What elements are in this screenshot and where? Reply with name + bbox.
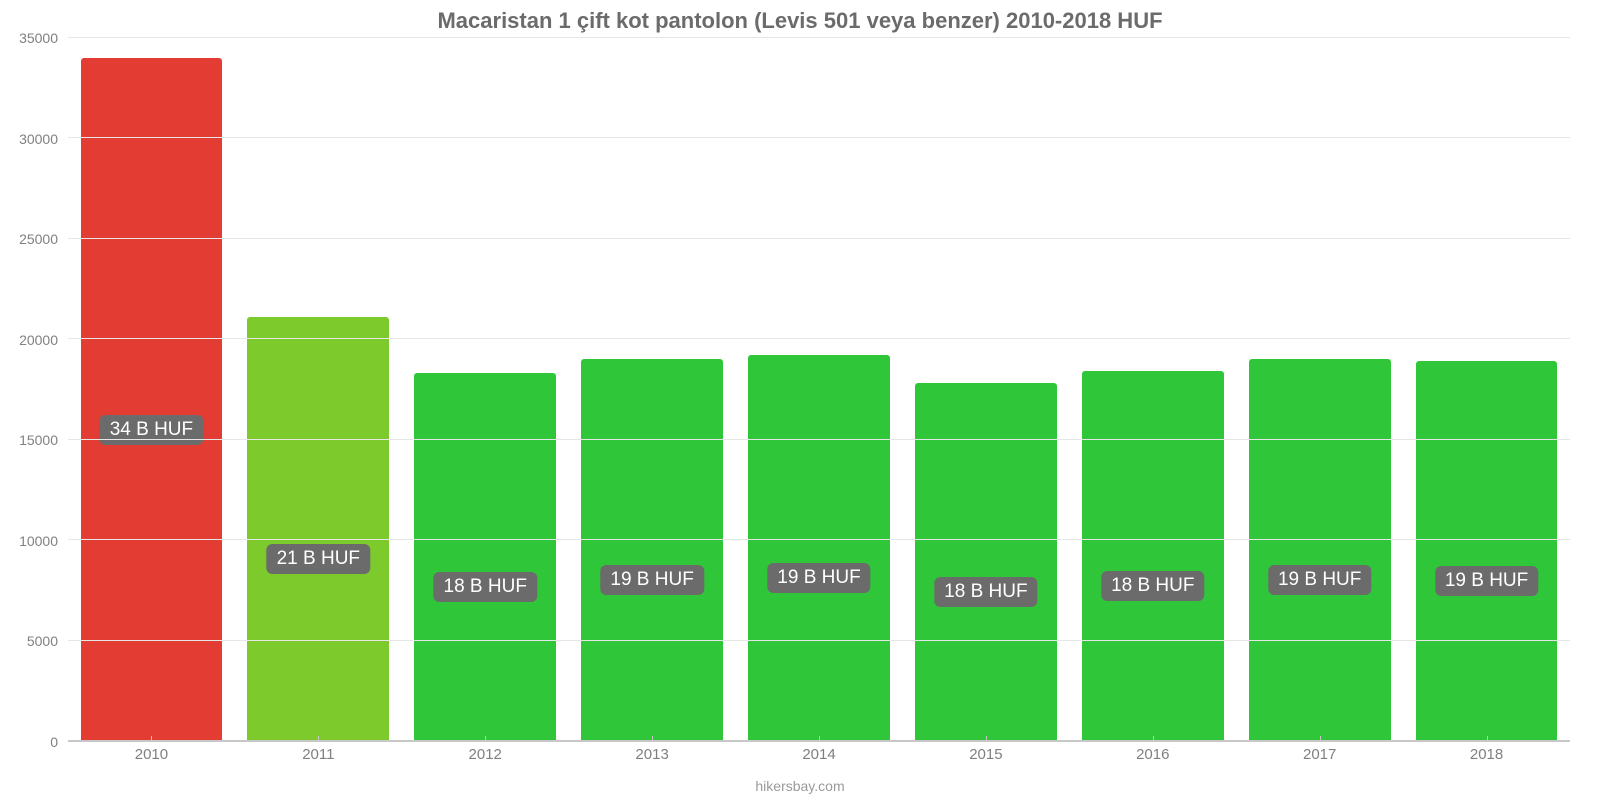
bar: 18 B HUF [915,383,1057,741]
grid-line [68,238,1570,239]
x-tick-slot: 2018 [1403,742,1570,778]
bar: 19 B HUF [581,359,723,741]
y-axis: 05000100001500020000250003000035000 [6,38,68,742]
x-tick-label: 2011 [302,746,334,763]
y-tick-label: 10000 [6,533,58,549]
bar-value-label: 19 B HUF [1268,565,1371,595]
bar-slot: 18 B HUF [402,38,569,741]
x-tick-mark [485,736,486,742]
x-tick-label: 2013 [635,746,668,763]
bar-value-label: 18 B HUF [1101,571,1204,601]
bar: 19 B HUF [748,355,890,741]
x-tick-slot: 2017 [1236,742,1403,778]
x-tick-slot: 2016 [1069,742,1236,778]
bars-layer: 34 B HUF 21 B HUF 18 B HUF 19 B HUF 19 B HUF… [68,38,1570,741]
bar-value-label: 19 B HUF [600,565,703,595]
bar-slot: 21 B HUF [235,38,402,741]
x-tick-slot: 2014 [736,742,903,778]
plot-row: 05000100001500020000250003000035000 34 B… [0,38,1600,742]
grid-line [68,338,1570,339]
x-tick-slot: 2015 [902,742,1069,778]
grid-line [68,137,1570,138]
bar-slot: 19 B HUF [1236,38,1403,741]
bar-slot: 18 B HUF [902,38,1069,741]
x-tick-slot: 2012 [402,742,569,778]
bar-slot: 19 B HUF [736,38,903,741]
x-tick-slot: 2013 [569,742,736,778]
bar: 19 B HUF [1249,359,1391,741]
y-tick-label: 5000 [6,633,58,649]
bar: 18 B HUF [414,373,556,741]
x-tick-mark [986,736,987,742]
grid-line [68,539,1570,540]
x-tick-mark [652,736,653,742]
y-tick-label: 25000 [6,231,58,247]
x-tick-mark [318,736,319,742]
chart-footer: hikersbay.com [0,778,1600,800]
grid-line [68,439,1570,440]
chart-container: Macaristan 1 çift kot pantolon (Levis 50… [0,0,1600,800]
x-tick-label: 2012 [469,746,502,763]
x-tick-mark [1153,736,1154,742]
x-tick-label: 2017 [1303,746,1336,763]
x-tick-mark [151,736,152,742]
x-tick-slot: 2010 [68,742,235,778]
x-tick-label: 2018 [1470,746,1503,763]
x-tick-label: 2016 [1136,746,1169,763]
bar: 34 B HUF [81,58,223,741]
bar-slot: 18 B HUF [1069,38,1236,741]
plot-area: 34 B HUF 21 B HUF 18 B HUF 19 B HUF 19 B HUF… [68,38,1570,742]
bar-value-label: 19 B HUF [767,563,870,593]
grid-line [68,37,1570,38]
bar-slot: 19 B HUF [569,38,736,741]
x-tick-label: 2010 [135,746,168,763]
y-tick-label: 15000 [6,432,58,448]
bar: 21 B HUF [247,317,389,741]
x-axis: 2010 2011 2012 2013 2014 2015 2016 2017 2018 [0,742,1600,778]
x-tick-mark [819,736,820,742]
y-tick-label: 35000 [6,30,58,46]
y-tick-label: 20000 [6,332,58,348]
x-tick-mark [1487,736,1488,742]
x-tick-mark [1320,736,1321,742]
x-tick-slot: 2011 [235,742,402,778]
bar-value-label: 18 B HUF [934,577,1037,607]
bar-value-label: 21 B HUF [267,544,370,574]
y-tick-label: 30000 [6,131,58,147]
bar-slot: 19 B HUF [1403,38,1570,741]
bar-value-label: 34 B HUF [100,415,203,445]
x-tick-label: 2014 [802,746,835,763]
bar: 18 B HUF [1082,371,1224,741]
chart-title: Macaristan 1 çift kot pantolon (Levis 50… [0,0,1600,38]
y-tick-label: 0 [6,734,58,750]
grid-line [68,640,1570,641]
bar-slot: 34 B HUF [68,38,235,741]
bar-value-label: 19 B HUF [1435,566,1538,596]
bar: 19 B HUF [1416,361,1558,741]
x-tick-label: 2015 [969,746,1002,763]
bar-value-label: 18 B HUF [434,572,537,602]
